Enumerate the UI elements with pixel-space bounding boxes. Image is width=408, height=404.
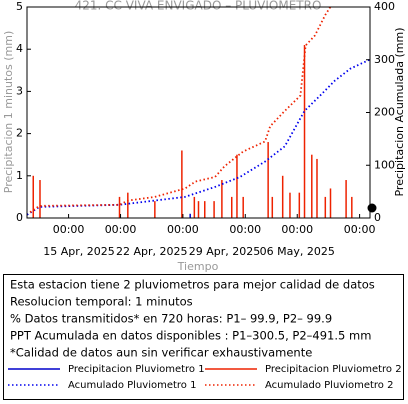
- info-text: *Calidad de datos aun sin verificar exha…: [10, 346, 312, 360]
- y2-tick-label: 0: [374, 211, 381, 224]
- y-tick-label: 3: [16, 84, 23, 97]
- legend-label: Acumulado Pluviometro 1: [68, 380, 196, 391]
- y-tick-label: 0: [16, 211, 23, 224]
- plot-frame: [26, 6, 371, 219]
- y-tick-label: 4: [16, 42, 23, 55]
- x-date-label: 22 Apr, 2025: [116, 245, 188, 258]
- y-axis-label: Precipitacion 1 minutos (mm): [2, 31, 15, 193]
- y2-tick-label: 300: [374, 53, 395, 66]
- legend-label: Precipitacion Pluviometro 1: [68, 364, 205, 375]
- x-tick-label: 00:00: [281, 223, 313, 236]
- y2-axis-label: Precipitacion Acumulada (mm): [393, 27, 406, 196]
- marker: [367, 203, 377, 213]
- x-axis-label: Tiempo: [177, 260, 219, 273]
- y-tick-label: 1: [16, 169, 23, 182]
- plot-area: [27, 7, 370, 218]
- chart-title: 421. CC VIVA ENVIGADO – PLUVIOMETRO: [75, 0, 322, 13]
- y2-tick-label: 200: [374, 106, 395, 119]
- legend: Precipitacion Pluviometro 1 Precipitacion…: [8, 364, 402, 391]
- x-date-label: 29 Apr, 2025: [189, 245, 261, 258]
- info-text: Esta estacion tiene 2 pluviometros para …: [10, 278, 375, 292]
- y-tick-label: 5: [16, 0, 23, 13]
- x-date-label: 06 May, 2025: [260, 245, 335, 258]
- y2-tick-label: 100: [374, 158, 395, 171]
- x-tick-label: 00:00: [167, 223, 199, 236]
- info-text: PPT Acumulada en datos disponibles : P1–…: [10, 329, 371, 343]
- y2-tick-label: 400: [374, 0, 395, 13]
- x-tick-label: 00:00: [344, 223, 376, 236]
- x-date-label: 15 Apr, 2025: [43, 245, 115, 258]
- legend-label: Acumulado Pluviometro 2: [265, 380, 393, 391]
- x-tick-label: 00:00: [53, 223, 85, 236]
- cumulative-line: [27, 58, 370, 216]
- x-tick-label: 00:00: [105, 223, 137, 236]
- cumulative-line: [29, 7, 332, 213]
- info-text: Resolucion temporal: 1 minutos: [10, 295, 193, 309]
- info-text: % Datos transmitidos* en 720 horas: P1– …: [10, 312, 332, 326]
- legend-label: Precipitacion Pluviometro 2: [265, 364, 402, 375]
- x-tick-label: 00:00: [229, 223, 261, 236]
- info-box: [3, 274, 404, 400]
- y-tick-label: 2: [16, 127, 23, 140]
